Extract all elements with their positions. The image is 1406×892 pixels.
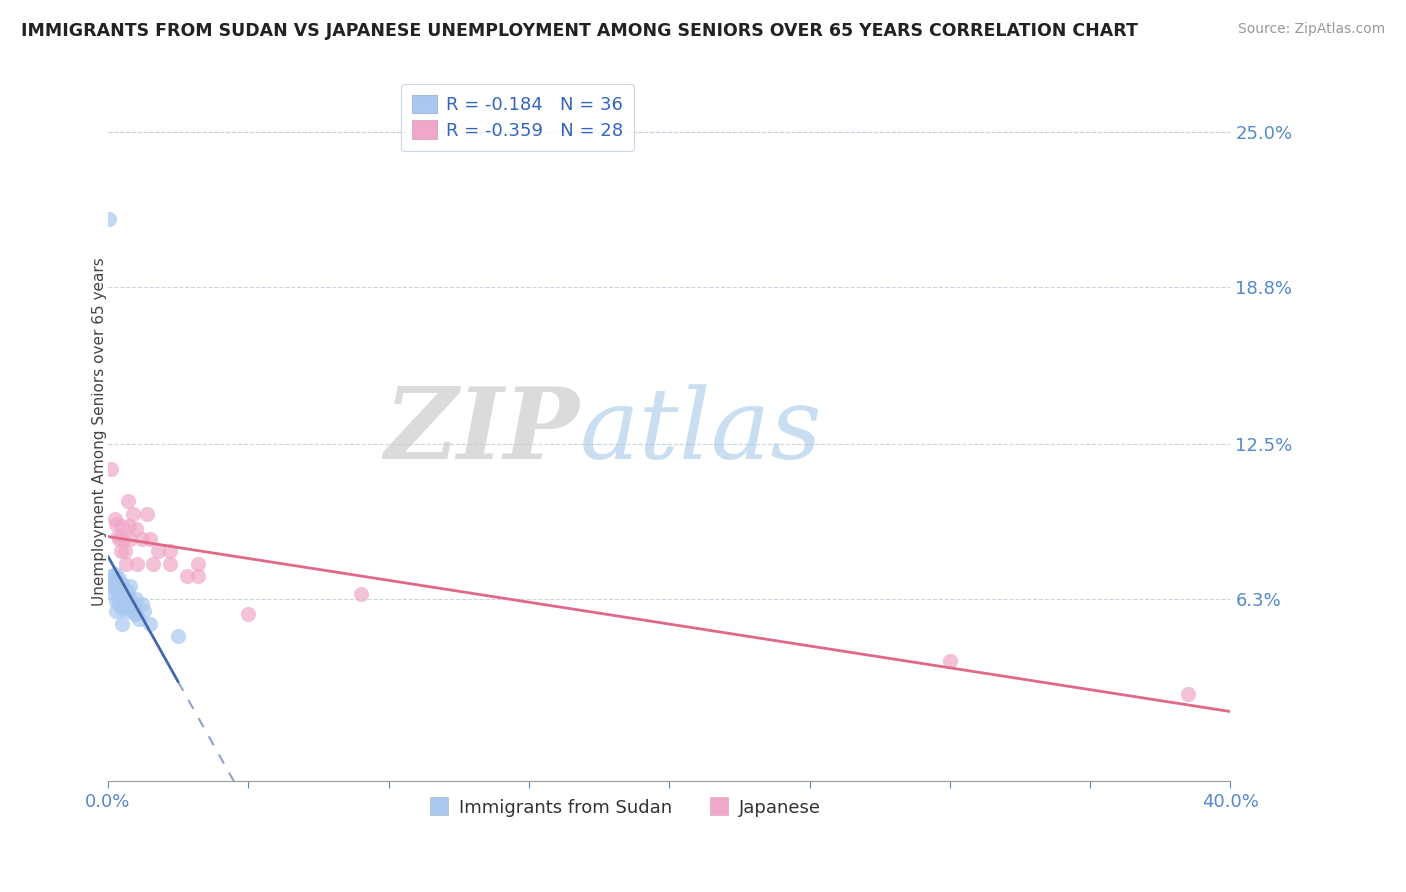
Point: [104, 512, 127, 526]
Point: [127, 557, 149, 571]
Point: [114, 544, 136, 558]
Point: [125, 607, 148, 621]
Point: [108, 584, 131, 599]
Point: [122, 507, 145, 521]
Point: [118, 604, 141, 618]
Point: [167, 629, 190, 643]
Point: [110, 544, 132, 558]
Point: [134, 604, 156, 618]
Point: [159, 557, 181, 571]
Point: [100, 462, 122, 476]
Point: [117, 584, 139, 599]
Point: [105, 566, 128, 581]
Point: [124, 607, 146, 621]
Point: [122, 599, 145, 614]
Point: [107, 529, 129, 543]
Point: [114, 599, 136, 614]
Point: [117, 597, 139, 611]
Point: [105, 582, 128, 596]
Point: [108, 532, 131, 546]
Point: [98, 212, 121, 227]
Text: atlas: atlas: [579, 384, 823, 479]
Point: [108, 572, 131, 586]
Point: [100, 569, 122, 583]
Point: [115, 557, 138, 571]
Point: [118, 519, 141, 533]
Point: [105, 594, 128, 608]
Point: [111, 519, 134, 533]
Point: [120, 579, 142, 593]
Legend: Immigrants from Sudan, Japanese: Immigrants from Sudan, Japanese: [420, 790, 828, 824]
Point: [103, 569, 125, 583]
Point: [105, 516, 128, 531]
Point: [108, 597, 131, 611]
Point: [120, 532, 142, 546]
Point: [176, 569, 198, 583]
Point: [136, 507, 159, 521]
Point: [238, 607, 260, 621]
Point: [105, 604, 128, 618]
Point: [128, 612, 150, 626]
Point: [349, 587, 371, 601]
Point: [112, 532, 135, 546]
Point: [117, 494, 139, 508]
Point: [187, 569, 209, 583]
Point: [115, 591, 138, 606]
Point: [131, 597, 153, 611]
Point: [111, 616, 134, 631]
Point: [120, 591, 142, 606]
Point: [111, 576, 134, 591]
Text: IMMIGRANTS FROM SUDAN VS JAPANESE UNEMPLOYMENT AMONG SENIORS OVER 65 YEARS CORRE: IMMIGRANTS FROM SUDAN VS JAPANESE UNEMPL…: [21, 22, 1137, 40]
Point: [142, 557, 165, 571]
Point: [110, 582, 132, 596]
Y-axis label: Unemployment Among Seniors over 65 years: Unemployment Among Seniors over 65 years: [93, 257, 107, 606]
Point: [148, 544, 170, 558]
Point: [111, 589, 134, 603]
Text: ZIP: ZIP: [384, 384, 579, 480]
Point: [939, 654, 962, 668]
Point: [139, 532, 162, 546]
Text: Source: ZipAtlas.com: Source: ZipAtlas.com: [1237, 22, 1385, 37]
Point: [139, 616, 162, 631]
Point: [1177, 687, 1199, 701]
Point: [114, 584, 136, 599]
Point: [125, 591, 148, 606]
Point: [125, 522, 148, 536]
Point: [187, 557, 209, 571]
Point: [111, 601, 134, 615]
Point: [101, 579, 124, 593]
Point: [103, 587, 125, 601]
Point: [131, 532, 153, 546]
Point: [159, 544, 181, 558]
Point: [104, 579, 127, 593]
Point: [107, 587, 129, 601]
